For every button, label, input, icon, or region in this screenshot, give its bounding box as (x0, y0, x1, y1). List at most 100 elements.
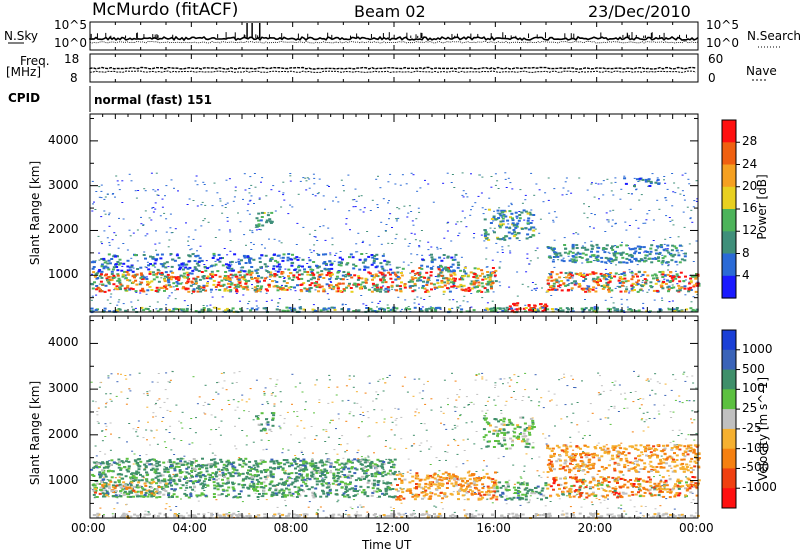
velocity-cell (583, 498, 586, 500)
power-cell (177, 279, 181, 282)
power-cell (555, 253, 559, 256)
power-cell (317, 290, 320, 293)
velocity-cell (129, 484, 133, 487)
power-cell (155, 286, 159, 289)
power-cell (243, 286, 246, 289)
velocity-cell (249, 473, 252, 476)
power-cell (228, 265, 232, 267)
power-cell (320, 285, 324, 288)
power-cell (261, 177, 264, 179)
power-cell (547, 276, 551, 279)
velocity-cell (182, 478, 186, 480)
velocity-cell (357, 458, 360, 460)
velocity-cell (472, 403, 475, 405)
velocity-cell (400, 438, 403, 440)
power-cell (273, 253, 276, 256)
velocity-cell (181, 484, 185, 487)
velocity-cell (116, 381, 119, 383)
power-cell (452, 282, 456, 285)
velocity-cell (154, 460, 158, 463)
velocity-cell (173, 454, 176, 455)
velocity-cell (359, 478, 363, 481)
velocity-cell (134, 486, 138, 489)
velocity-cell (259, 459, 263, 462)
power-cell (573, 283, 577, 286)
velocity-cell (571, 464, 574, 465)
power-cell (678, 287, 681, 290)
power-cell (480, 234, 483, 236)
power-cell (178, 268, 182, 271)
power-cell (318, 286, 322, 289)
power-cell (91, 310, 95, 313)
power-cell (390, 284, 394, 287)
power-cell (297, 278, 301, 281)
velocity-cell (303, 427, 306, 429)
power-cell (454, 277, 457, 280)
power-cell (672, 286, 676, 289)
velocity-cell (456, 453, 459, 455)
velocity-cell (144, 467, 147, 469)
velocity-cell (160, 473, 163, 475)
power-cell (218, 260, 222, 263)
power-cell (667, 265, 670, 267)
power-cell (638, 177, 642, 180)
velocity-cell (175, 465, 178, 468)
velocity-cell (102, 489, 105, 492)
power-cell (596, 279, 600, 282)
velocity-cell (171, 371, 174, 373)
power-cell (97, 235, 100, 237)
velocity-cell (264, 471, 268, 473)
velocity-cell (643, 421, 646, 423)
power-cell (348, 210, 351, 212)
power-cell (281, 309, 285, 312)
velocity-cell (274, 395, 277, 397)
velocity-cell (104, 436, 107, 437)
power-cell (550, 308, 554, 310)
power-cell (230, 260, 234, 263)
power-cell (237, 278, 241, 281)
power-cell (285, 282, 289, 284)
power-cell (322, 195, 325, 197)
power-cell (657, 182, 661, 185)
velocity-cell (215, 429, 218, 430)
power-cell (447, 278, 451, 281)
power-cell (372, 284, 376, 287)
power-cell (268, 285, 271, 288)
power-cell (580, 246, 584, 249)
velocity-cell (595, 497, 598, 499)
velocity-cell (368, 435, 371, 437)
power-cell (352, 310, 356, 312)
velocity-cell (341, 435, 344, 437)
power-cell (343, 190, 345, 192)
velocity-cell (269, 473, 273, 476)
power-cell (509, 250, 512, 252)
velocity-cell (447, 404, 449, 406)
power-cell (459, 283, 463, 286)
velocity-cell (203, 490, 206, 491)
power-cell (578, 177, 581, 179)
power-cell (140, 306, 144, 309)
power-cell (586, 261, 590, 264)
power-cell (518, 307, 522, 310)
power-cell (387, 289, 391, 292)
velocity-cell (366, 436, 369, 438)
velocity-cell (342, 457, 345, 459)
power-cell (239, 300, 241, 302)
velocity-cell (262, 489, 266, 492)
power-cell (107, 289, 111, 292)
velocity-cell (362, 415, 365, 416)
power-cell (546, 279, 550, 282)
power-cell (683, 194, 685, 196)
velocity-cell (317, 509, 320, 511)
power-cell (451, 174, 454, 175)
velocity-cell (583, 435, 586, 437)
power-cell (669, 220, 672, 222)
power-cell (343, 289, 346, 292)
power-cell (146, 280, 149, 283)
power-cell (416, 254, 419, 256)
power-cell (422, 280, 425, 283)
power-cell (421, 306, 424, 308)
power-cell (447, 266, 450, 269)
power-cell (657, 256, 660, 259)
power-cell (671, 279, 675, 282)
